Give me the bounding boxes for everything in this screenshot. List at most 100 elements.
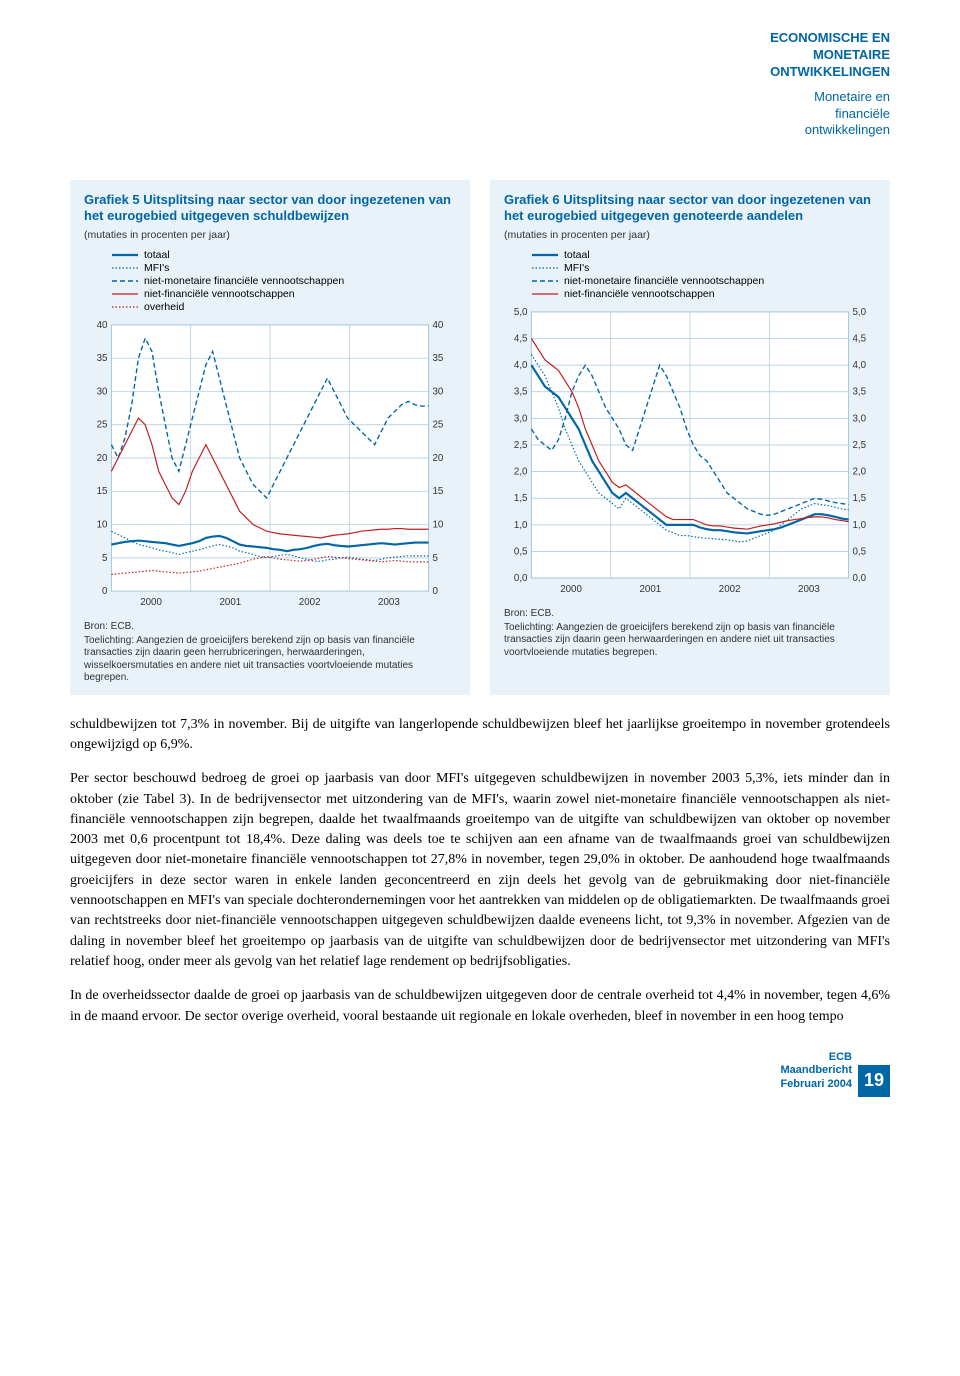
legend-item: niet-monetaire financiële vennootschappe… bbox=[112, 275, 456, 287]
svg-text:35: 35 bbox=[432, 353, 443, 364]
svg-text:2000: 2000 bbox=[560, 583, 582, 594]
header-sub: Monetaire en bbox=[814, 89, 890, 104]
body-text: schuldbewijzen tot 7,3% in november. Bij… bbox=[70, 715, 890, 1027]
svg-text:4,5: 4,5 bbox=[514, 333, 528, 344]
legend-item: niet-financiële vennootschappen bbox=[532, 288, 876, 300]
svg-text:20: 20 bbox=[432, 452, 443, 463]
page-number: 19 bbox=[858, 1065, 890, 1097]
svg-text:2002: 2002 bbox=[299, 596, 321, 607]
legend-mark bbox=[532, 290, 558, 298]
legend-mark bbox=[532, 264, 558, 272]
legend-mark bbox=[112, 264, 138, 272]
svg-text:25: 25 bbox=[432, 419, 443, 430]
charts-row: Grafiek 5 Uitsplitsing naar sector van d… bbox=[70, 180, 890, 695]
legend-label: niet-monetaire financiële vennootschappe… bbox=[144, 275, 344, 287]
svg-text:0,5: 0,5 bbox=[852, 546, 866, 557]
chart-subtitle: (mutaties in procenten per jaar) bbox=[504, 229, 876, 241]
svg-text:2002: 2002 bbox=[719, 583, 741, 594]
svg-text:35: 35 bbox=[97, 353, 108, 364]
svg-text:2,5: 2,5 bbox=[852, 439, 866, 450]
svg-text:5,0: 5,0 bbox=[514, 306, 528, 317]
header-line: MONETAIRE bbox=[813, 47, 890, 62]
svg-text:2000: 2000 bbox=[140, 596, 162, 607]
svg-text:25: 25 bbox=[97, 419, 108, 430]
svg-text:5: 5 bbox=[102, 552, 108, 563]
chart-title: Grafiek 5 Uitsplitsing naar sector van d… bbox=[84, 192, 456, 225]
legend-item: totaal bbox=[112, 249, 456, 261]
svg-text:1,0: 1,0 bbox=[852, 519, 866, 530]
svg-text:0: 0 bbox=[432, 586, 438, 597]
chart-subtitle: (mutaties in procenten per jaar) bbox=[84, 229, 456, 241]
svg-text:2001: 2001 bbox=[639, 583, 661, 594]
legend-label: niet-financiële vennootschappen bbox=[564, 288, 715, 300]
legend-mark bbox=[112, 290, 138, 298]
legend-label: totaal bbox=[144, 249, 170, 261]
source-note: Toelichting: Aangezien de groeicijfers b… bbox=[84, 635, 415, 684]
legend-item: niet-monetaire financiële vennootschappe… bbox=[532, 275, 876, 287]
svg-text:5,0: 5,0 bbox=[852, 306, 866, 317]
svg-text:2001: 2001 bbox=[219, 596, 241, 607]
svg-text:2,0: 2,0 bbox=[514, 466, 528, 477]
chart-title: Grafiek 6 Uitsplitsing naar sector van d… bbox=[504, 192, 876, 225]
legend-item: MFI's bbox=[532, 262, 876, 274]
svg-text:10: 10 bbox=[432, 519, 443, 530]
svg-text:1,0: 1,0 bbox=[514, 519, 528, 530]
footer-line: Februari 2004 bbox=[780, 1078, 852, 1090]
legend-mark bbox=[112, 277, 138, 285]
legend-label: overheid bbox=[144, 301, 184, 313]
svg-text:4,0: 4,0 bbox=[514, 360, 528, 371]
paragraph: schuldbewijzen tot 7,3% in november. Bij… bbox=[70, 715, 890, 756]
svg-text:15: 15 bbox=[432, 486, 443, 497]
svg-text:0,0: 0,0 bbox=[514, 573, 528, 584]
svg-text:10: 10 bbox=[97, 519, 108, 530]
page-footer: ECB Maandbericht Februari 2004 19 bbox=[70, 1047, 890, 1097]
svg-text:4,5: 4,5 bbox=[852, 333, 866, 344]
svg-text:3,0: 3,0 bbox=[852, 413, 866, 424]
svg-text:1,5: 1,5 bbox=[852, 493, 866, 504]
header-sub: ontwikkelingen bbox=[805, 122, 890, 137]
svg-text:0,5: 0,5 bbox=[514, 546, 528, 557]
legend-item: niet-financiële vennootschappen bbox=[112, 288, 456, 300]
legend-label: MFI's bbox=[144, 262, 169, 274]
svg-text:2003: 2003 bbox=[798, 583, 820, 594]
chart-legend: totaalMFI'sniet-monetaire financiële ven… bbox=[112, 249, 456, 313]
legend-mark bbox=[532, 251, 558, 259]
chart-5-canvas: 0055101015152020252530303535404020002001… bbox=[84, 319, 456, 613]
legend-mark bbox=[112, 251, 138, 259]
svg-text:3,0: 3,0 bbox=[514, 413, 528, 424]
legend-mark bbox=[532, 277, 558, 285]
section-header: ECONOMISCHE EN MONETAIRE ONTWIKKELINGEN … bbox=[770, 30, 890, 139]
header-sub: financiële bbox=[835, 106, 890, 121]
svg-text:2003: 2003 bbox=[378, 596, 400, 607]
chart-legend: totaalMFI'sniet-monetaire financiële ven… bbox=[532, 249, 876, 300]
svg-text:3,5: 3,5 bbox=[514, 386, 528, 397]
footer-line: ECB bbox=[829, 1051, 852, 1063]
svg-text:2,5: 2,5 bbox=[514, 439, 528, 450]
svg-text:40: 40 bbox=[432, 319, 443, 330]
svg-text:2,0: 2,0 bbox=[852, 466, 866, 477]
svg-text:30: 30 bbox=[97, 386, 108, 397]
svg-text:40: 40 bbox=[97, 319, 108, 330]
footer-line: Maandbericht bbox=[780, 1064, 852, 1076]
header-line: ECONOMISCHE EN bbox=[770, 30, 890, 45]
source-label: Bron: ECB. bbox=[84, 621, 456, 634]
source-label: Bron: ECB. bbox=[504, 608, 876, 621]
legend-item: MFI's bbox=[112, 262, 456, 274]
header-line: ONTWIKKELINGEN bbox=[770, 64, 890, 79]
svg-text:3,5: 3,5 bbox=[852, 386, 866, 397]
legend-item: totaal bbox=[532, 249, 876, 261]
legend-item: overheid bbox=[112, 301, 456, 313]
chart-6-box: Grafiek 6 Uitsplitsing naar sector van d… bbox=[490, 180, 890, 695]
legend-label: niet-monetaire financiële vennootschappe… bbox=[564, 275, 764, 287]
chart-5-box: Grafiek 5 Uitsplitsing naar sector van d… bbox=[70, 180, 470, 695]
legend-label: niet-financiële vennootschappen bbox=[144, 288, 295, 300]
svg-text:15: 15 bbox=[97, 486, 108, 497]
svg-text:1,5: 1,5 bbox=[514, 493, 528, 504]
paragraph: In de overheidssector daalde de groei op… bbox=[70, 986, 890, 1027]
footer-publication: ECB Maandbericht Februari 2004 bbox=[780, 1051, 852, 1091]
legend-label: MFI's bbox=[564, 262, 589, 274]
chart-source: Bron: ECB. Toelichting: Aangezien de gro… bbox=[84, 621, 456, 685]
chart-6-canvas: 0,00,00,50,51,01,01,51,52,02,02,52,53,03… bbox=[504, 306, 876, 600]
svg-text:5: 5 bbox=[432, 552, 438, 563]
svg-text:4,0: 4,0 bbox=[852, 360, 866, 371]
